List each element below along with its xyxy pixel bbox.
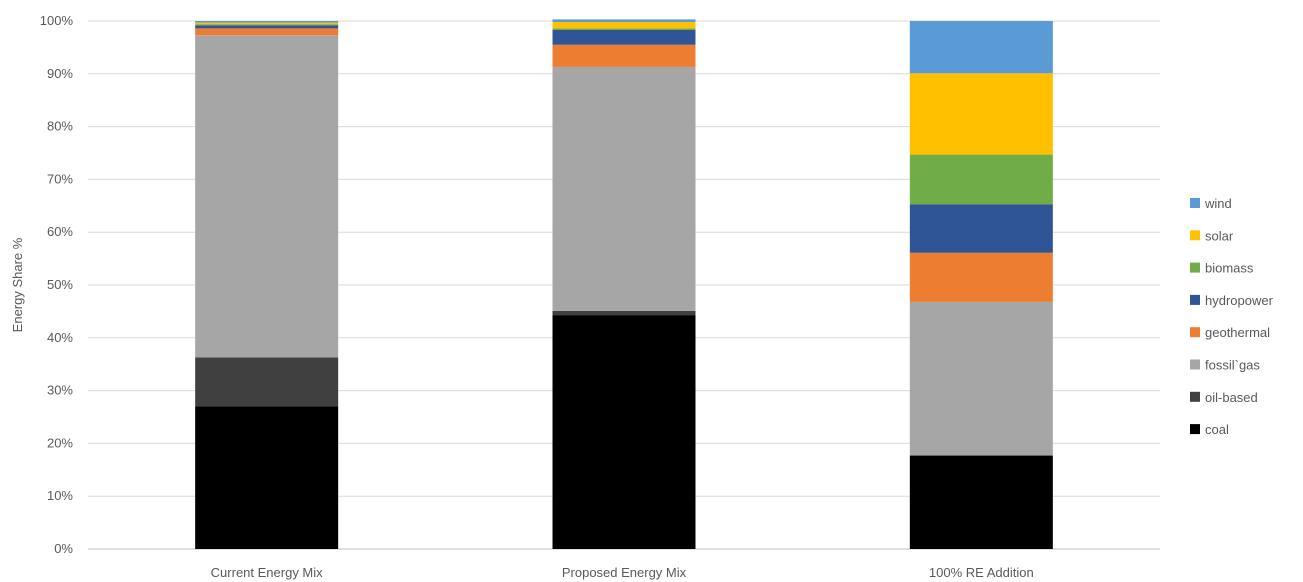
- y-tick-label: 40%: [47, 330, 73, 345]
- y-tick-label: 0%: [54, 541, 73, 556]
- bar-segment-solar: [552, 22, 696, 29]
- x-axis-ticks: Current Energy Mix Proposed Energy Mix 100…: [211, 565, 1034, 580]
- x-tick-label: Proposed Energy Mix: [562, 565, 687, 580]
- y-tick-label: 80%: [47, 119, 73, 134]
- bar-segment-coal: [909, 455, 1053, 549]
- legend-label: geothermal: [1205, 325, 1270, 340]
- bar-segment-biomass: [195, 24, 339, 26]
- y-tick-label: 90%: [47, 66, 73, 81]
- legend-swatch: [1190, 359, 1200, 370]
- legend-swatch: [1190, 230, 1200, 241]
- bar-segment-biomass: [552, 28, 696, 30]
- y-axis-ticks: 0% 10% 20% 30% 40% 50% 60% 70% 80% 90% 100%: [40, 13, 74, 556]
- bar-segment-wind: [195, 21, 339, 23]
- legend-swatch: [1190, 424, 1200, 435]
- legend-swatch: [1190, 327, 1200, 338]
- y-tick-label: 10%: [47, 488, 73, 503]
- bars: [195, 19, 1053, 549]
- bar-segment-fossil-gas: [552, 66, 696, 311]
- bar-segment-solar: [909, 73, 1053, 155]
- legend: wind solar biomass hydropower geothermal foss…: [1190, 196, 1274, 437]
- bar-segment-geothermal: [195, 28, 339, 36]
- legend-swatch: [1190, 391, 1200, 402]
- y-tick-label: 70%: [47, 171, 73, 186]
- legend-label: coal: [1205, 422, 1229, 437]
- bar-segment-coal: [552, 315, 696, 549]
- bar-segment-geothermal: [909, 252, 1053, 302]
- legend-label: oil-based: [1205, 390, 1258, 405]
- y-axis-title: Energy Share %: [10, 237, 25, 332]
- x-tick-label: 100% RE Addition: [929, 565, 1034, 580]
- bar-segment-solar: [195, 22, 339, 25]
- y-tick-label: 60%: [47, 224, 73, 239]
- bar-segment-wind: [909, 21, 1053, 74]
- bar-segment-geothermal: [552, 44, 696, 67]
- bar-segment-fossil-gas: [909, 301, 1053, 456]
- y-tick-label: 20%: [47, 435, 73, 450]
- bar-segment-hydropower: [909, 204, 1053, 253]
- bar-segment-hydropower: [552, 29, 696, 45]
- bar-segment-fossil-gas: [195, 35, 339, 358]
- bar-segment-oil-based: [552, 310, 696, 316]
- legend-label: wind: [1204, 196, 1232, 211]
- bar-segment-biomass: [909, 154, 1053, 205]
- bar-segment-oil-based: [195, 357, 339, 407]
- legend-label: biomass: [1205, 261, 1254, 276]
- legend-swatch: [1190, 294, 1200, 305]
- y-tick-label: 100%: [40, 13, 74, 28]
- bar-segment-hydropower: [195, 25, 339, 29]
- legend-swatch: [1190, 198, 1200, 208]
- legend-label: fossil`gas: [1205, 358, 1260, 373]
- legend-swatch: [1190, 262, 1200, 273]
- legend-label: solar: [1205, 228, 1234, 243]
- bar-segment-coal: [195, 406, 339, 549]
- x-tick-label: Current Energy Mix: [211, 565, 323, 580]
- y-tick-label: 50%: [47, 277, 73, 292]
- legend-label: hydropower: [1205, 293, 1274, 308]
- y-tick-label: 30%: [47, 383, 73, 398]
- bar-segment-wind: [552, 19, 696, 23]
